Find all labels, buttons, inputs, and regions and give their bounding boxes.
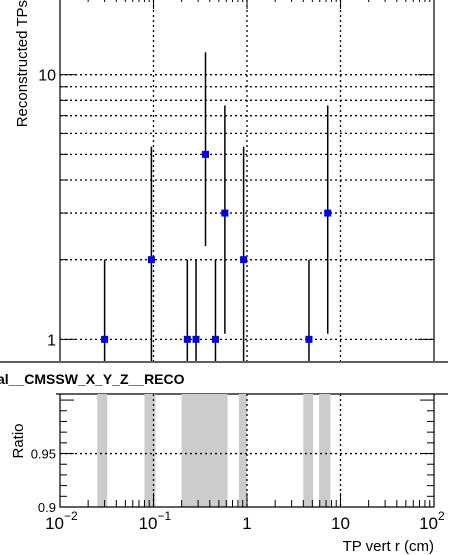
- bottom-y-axis-title: Ratio: [10, 423, 27, 458]
- top-y-axis-title: Reconstructed TPs: [14, 0, 31, 127]
- top-errorbars: [103, 52, 329, 365]
- top-y-tick-label: 1: [47, 332, 56, 349]
- data-point: [202, 150, 210, 158]
- data-point: [240, 256, 248, 264]
- x-tick-label-exponent: −2: [64, 509, 78, 523]
- legend-entry-label: al__CMSSW_X_Y_Z__RECO: [0, 371, 185, 387]
- x-tick-label-base: 1: [242, 514, 251, 533]
- ratio-band: [303, 394, 314, 507]
- top-ylabels: 1 10: [38, 68, 56, 350]
- x-tick-label: 1: [242, 514, 251, 533]
- data-point: [211, 335, 219, 343]
- bottom-frame: [59, 394, 435, 508]
- data-point: [147, 256, 155, 264]
- ratio-band: [97, 394, 108, 507]
- ratio-band: [238, 394, 247, 507]
- x-tick-label-exponent: −1: [158, 509, 172, 523]
- top-panel: 1 10 Reconstructed TPs: [14, 0, 435, 366]
- x-axis-title: TP vert r (cm): [343, 538, 434, 555]
- bottom-y-tick-label: 0.9: [38, 500, 56, 515]
- x-tick-label: 10: [331, 514, 350, 533]
- x-tick-label-base: 10: [331, 514, 350, 533]
- x-tick-label-exponent: 2: [438, 509, 445, 523]
- bottom-ylabels: 0.9 0.95: [31, 447, 56, 515]
- x-tick-label: 10 −2: [45, 509, 78, 533]
- bottom-bands: [97, 394, 331, 507]
- bottom-xlabels: 10 −2 10 −1 1 10 10 2: [45, 509, 445, 533]
- ratio-band: [181, 394, 228, 507]
- x-tick-label: 10 −1: [139, 509, 172, 533]
- bottom-ticks: [59, 399, 435, 508]
- top-grid: [60, 0, 434, 365]
- ratio-band: [319, 394, 331, 507]
- top-points: [101, 150, 332, 343]
- data-point: [324, 209, 332, 217]
- x-tick-label-base: 10: [139, 514, 158, 533]
- bottom-y-tick-label: 0.95: [31, 447, 56, 462]
- data-point: [183, 335, 191, 343]
- x-tick-label-base: 10: [419, 514, 438, 533]
- ratio-band: [144, 394, 156, 507]
- data-point: [221, 209, 229, 217]
- legend: al__CMSSW_X_Y_Z__RECO: [0, 361, 448, 395]
- data-point: [192, 335, 200, 343]
- data-point: [305, 335, 313, 343]
- x-tick-label-base: 10: [45, 514, 64, 533]
- data-point: [101, 335, 109, 343]
- bottom-panel: 0.90.95 10 −2 10 −1 1 10 10 2 Ratio TP vert r (…: [0, 392, 445, 555]
- x-tick-label: 10 2: [419, 509, 445, 533]
- top-y-tick-label: 10: [38, 68, 56, 85]
- bottom-grid: [60, 394, 434, 507]
